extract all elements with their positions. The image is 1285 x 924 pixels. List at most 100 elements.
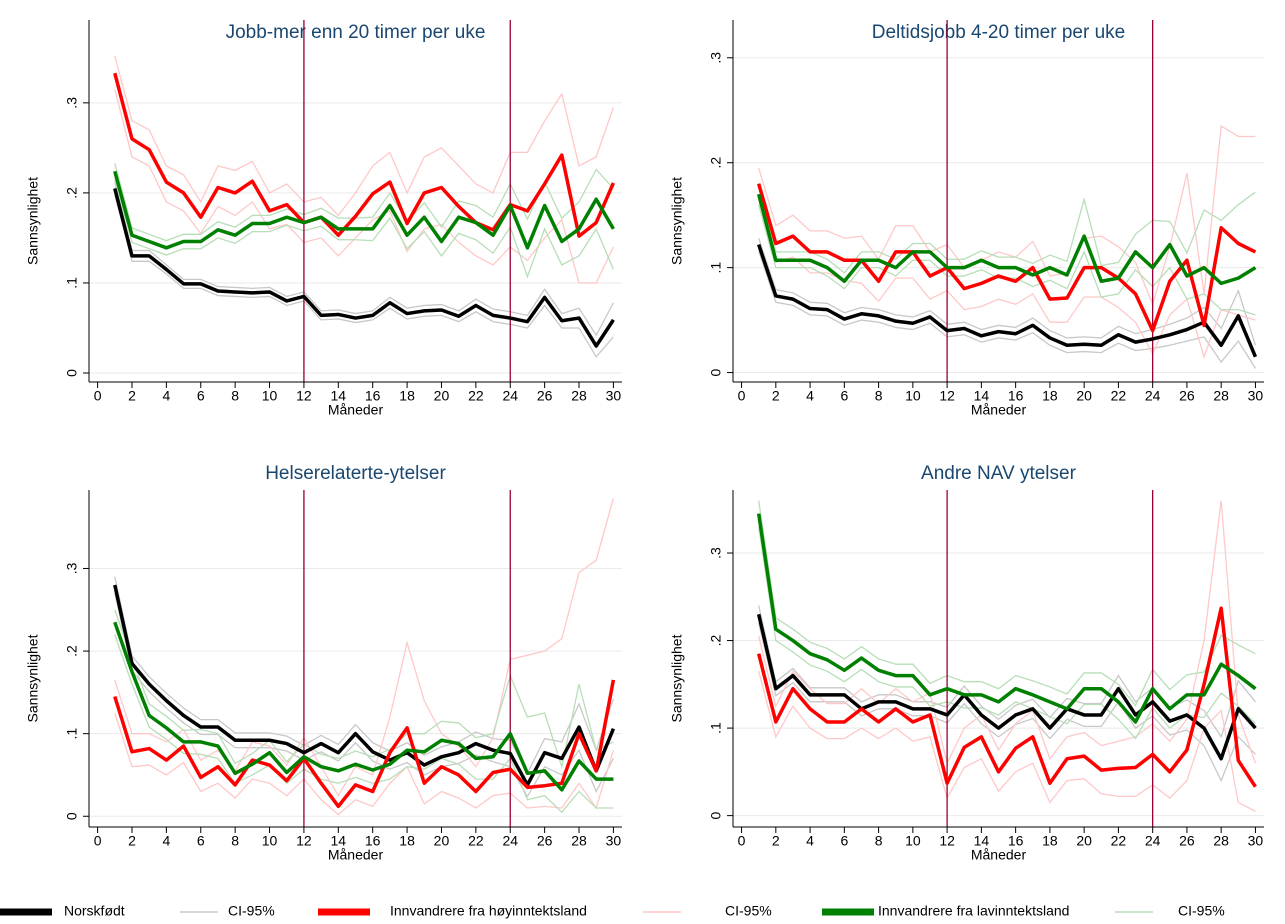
y-tick-label: .1	[64, 728, 80, 740]
x-tick-label: 4	[162, 833, 170, 849]
x-tick-label: 2	[772, 388, 780, 404]
ci-line	[758, 622, 1256, 783]
x-tick-label: 18	[399, 388, 415, 404]
ci-line	[114, 89, 614, 284]
ci-line	[758, 124, 1256, 307]
ci-line	[114, 194, 614, 358]
x-tick-label: 22	[1111, 833, 1127, 849]
series-line	[113, 187, 615, 348]
y-tick-label: .1	[708, 722, 724, 734]
series-line	[756, 513, 1257, 724]
x-tick-label: 10	[905, 833, 921, 849]
x-tick-label: 12	[939, 833, 955, 849]
ci-line	[114, 576, 615, 775]
series-line	[113, 72, 616, 238]
series-line	[757, 183, 1257, 333]
x-tick-label: 20	[1076, 833, 1092, 849]
chart-title: Deltidsjobb 4-20 timer per uke	[872, 22, 1125, 43]
x-tick-label: 26	[1179, 833, 1195, 849]
x-tick-label: 22	[468, 388, 484, 404]
y-tick-label: .3	[64, 97, 80, 109]
ci-line	[758, 671, 1256, 812]
legend-label: CI-95%	[228, 903, 275, 919]
ci-line	[114, 634, 614, 814]
ci-line	[114, 181, 614, 337]
y-axis-label: Sannsynlighet	[669, 634, 685, 722]
x-tick-label: 8	[875, 833, 883, 849]
x-tick-label: 2	[128, 833, 136, 849]
ci-line	[114, 179, 615, 279]
x-tick-label: 4	[806, 388, 814, 404]
x-tick-label: 12	[939, 388, 955, 404]
x-tick-label: 16	[1008, 833, 1024, 849]
ci-line	[758, 204, 1256, 316]
x-tick-label: 4	[162, 388, 170, 404]
series-line	[756, 606, 1257, 788]
series-line	[756, 193, 1257, 286]
series-line	[756, 613, 1257, 761]
ci-line	[758, 500, 1257, 765]
x-tick-label: 28	[571, 388, 587, 404]
x-tick-label: 24	[1145, 833, 1161, 849]
x-tick-label: 12	[296, 833, 312, 849]
y-tick-label: .1	[64, 277, 80, 289]
x-tick-label: 18	[1042, 388, 1058, 404]
series-line	[113, 584, 616, 787]
chart-title: Jobb-mer enn 20 timer per uke	[226, 22, 486, 43]
legend-label: Norskfødt	[64, 903, 125, 919]
ci-line	[114, 609, 614, 770]
x-tick-label: 24	[1145, 388, 1161, 404]
x-tick-label: 24	[502, 833, 518, 849]
ci-line	[114, 593, 614, 798]
x-tick-label: 0	[738, 388, 746, 404]
x-tick-label: 2	[128, 388, 136, 404]
ci-line	[114, 712, 615, 816]
y-tick-label: .2	[64, 645, 80, 657]
legend-label: Innvandrere fra høyinntektsland	[390, 903, 587, 919]
x-tick-label: 26	[537, 388, 553, 404]
y-tick-label: .3	[708, 52, 724, 64]
legend-label: CI-95%	[725, 903, 772, 919]
x-tick-label: 20	[1076, 388, 1092, 404]
y-tick-label: 0	[708, 368, 724, 376]
x-tick-label: 20	[434, 833, 450, 849]
ci-line	[114, 498, 615, 797]
y-axis-label: Sannsynlighet	[25, 177, 41, 265]
x-tick-label: 6	[197, 833, 205, 849]
x-tick-label: 30	[1248, 833, 1264, 849]
x-axis-label: Måneder	[971, 847, 1027, 863]
y-tick-label: 0	[708, 812, 724, 820]
x-axis-label: Måneder	[971, 402, 1027, 418]
series-line	[113, 679, 616, 809]
x-tick-label: 22	[468, 833, 484, 849]
y-tick-label: .1	[708, 262, 724, 274]
legend-label: Innvandrere fra lavinntektsland	[878, 903, 1069, 919]
ci-line	[758, 500, 1256, 707]
x-tick-label: 2	[772, 833, 780, 849]
x-tick-label: 10	[262, 833, 278, 849]
x-tick-label: 16	[365, 833, 381, 849]
x-tick-label: 18	[399, 833, 415, 849]
x-tick-label: 8	[875, 388, 883, 404]
chart-title: Helserelaterte-ytelser	[265, 463, 446, 484]
y-tick-label: .2	[708, 635, 724, 647]
x-tick-label: 8	[231, 833, 239, 849]
x-tick-label: 26	[537, 833, 553, 849]
x-axis-label: Måneder	[328, 847, 384, 863]
x-axis-label: Måneder	[328, 402, 384, 418]
series-line	[113, 170, 615, 250]
ci-line	[758, 183, 1256, 274]
x-tick-label: 14	[331, 388, 347, 404]
legend-label: CI-95%	[1178, 903, 1225, 919]
x-tick-label: 16	[1008, 388, 1024, 404]
y-tick-label: .3	[64, 562, 80, 574]
x-tick-label: 10	[262, 388, 278, 404]
x-tick-label: 24	[502, 388, 518, 404]
series-line	[757, 243, 1258, 358]
x-tick-label: 6	[840, 833, 848, 849]
x-tick-label: 0	[94, 388, 102, 404]
x-tick-label: 20	[434, 388, 450, 404]
x-tick-label: 18	[1042, 833, 1058, 849]
x-tick-label: 0	[94, 833, 102, 849]
